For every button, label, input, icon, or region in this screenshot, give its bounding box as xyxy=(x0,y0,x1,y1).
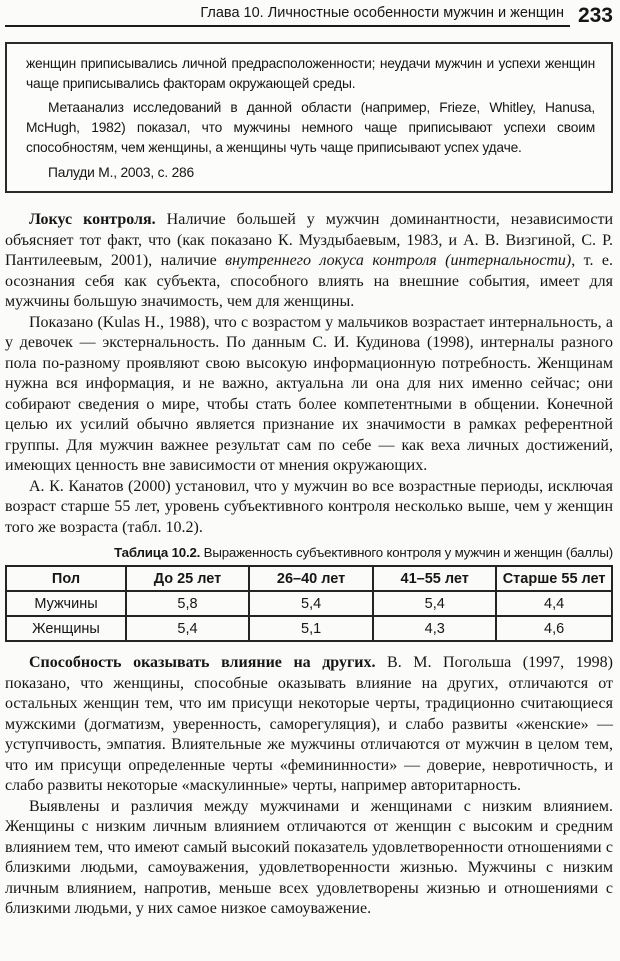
paragraph-text: Наличие большей у мужчин доминантности, … xyxy=(5,211,613,269)
paragraph-influence: Способность оказывать влияние на других.… xyxy=(5,653,613,797)
paragraph-kulas: Показано (Kulas H., 1988), что с возраст… xyxy=(5,313,613,475)
table-caption: Таблица 10.2. Выраженность субъективного… xyxy=(5,545,613,560)
table-cell: 5,4 xyxy=(372,590,498,617)
table-header-row: Пол До 25 лет 26–40 лет 41–55 лет Старше… xyxy=(5,565,613,592)
book-page: Глава 10. Личностные особенности мужчин … xyxy=(5,5,613,920)
table-cell: 4,6 xyxy=(495,615,613,642)
table-header-cell: Старше 55 лет xyxy=(495,565,613,592)
table-cell: 4,3 xyxy=(372,615,498,642)
table-row: Мужчины 5,8 5,4 5,4 4,4 xyxy=(5,590,613,617)
paragraph-locus-control: Локус контроля. Наличие большей у мужчин… xyxy=(5,210,613,313)
table-cell: 5,8 xyxy=(124,590,251,617)
chapter-title: Глава 10. Личностные особенности мужчин … xyxy=(200,5,564,21)
paragraph-text: , т. е. осознания себя как субъекта, спо… xyxy=(5,252,614,310)
quote-source: Палуди М., 2003, с. 286 xyxy=(48,165,195,180)
body-text: Локус контроля. Наличие большей у мужчин… xyxy=(5,210,613,538)
control-levels-table: Пол До 25 лет 26–40 лет 41–55 лет Старше… xyxy=(5,565,613,642)
body-text-after-table: Способность оказывать влияние на других.… xyxy=(5,653,613,920)
table-cell: Женщины xyxy=(5,615,127,642)
quote-paragraph: Метаанализ исследований в данной области… xyxy=(26,100,595,155)
running-head: Глава 10. Личностные особенности мужчин … xyxy=(5,5,570,27)
paragraph-kanatov: А. К. Канатов (2000) установил, что у му… xyxy=(5,477,613,536)
paragraph-lead-bold: Локус контроля. xyxy=(29,211,156,228)
paragraph-low-influence: Выявлены и различия между мужчинами и же… xyxy=(5,797,613,918)
table-cell: 5,4 xyxy=(247,590,375,617)
paragraph-text: В. М. Погольша (1997, 1998) показано, чт… xyxy=(5,654,614,794)
quote-paragraph: женщин приписывались личной предрасполож… xyxy=(26,56,595,91)
table-header-cell: До 25 лет xyxy=(124,565,251,592)
table-header-cell: 41–55 лет xyxy=(372,565,498,592)
table-caption-number: Таблица 10.2. xyxy=(114,545,201,560)
table-header-cell: Пол xyxy=(5,565,127,592)
table-caption-text: Выраженность субъективного контроля у му… xyxy=(200,545,614,560)
table-cell: 4,4 xyxy=(495,590,613,617)
table-header-cell: 26–40 лет xyxy=(247,565,375,592)
paragraph-lead-bold: Способность оказывать влияние на других. xyxy=(29,654,376,671)
page-header: Глава 10. Личностные особенности мужчин … xyxy=(5,5,613,27)
italic-term: внутреннего локуса контроля (интернально… xyxy=(225,252,572,269)
table-row: Женщины 5,4 5,1 4,3 4,6 xyxy=(5,615,613,642)
table-cell: 5,1 xyxy=(247,615,375,642)
table-cell: Мужчины xyxy=(5,590,127,617)
page-number: 233 xyxy=(577,4,613,27)
quote-box: женщин приписывались личной предрасполож… xyxy=(5,42,613,193)
table-cell: 5,4 xyxy=(124,615,251,642)
